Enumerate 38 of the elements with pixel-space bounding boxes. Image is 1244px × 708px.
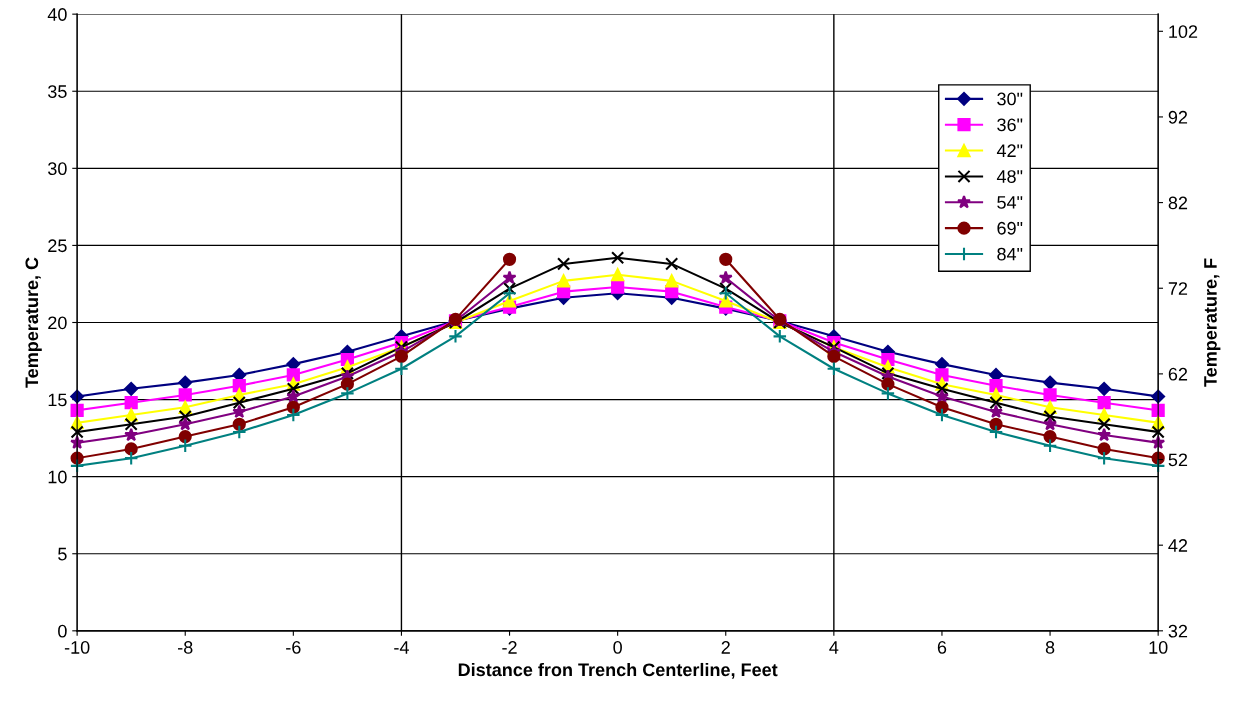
legend-label: 54" [997,196,1023,209]
x-tick-label: -10 [64,641,90,654]
x-tick-label: -4 [394,641,409,654]
y2-tick-label: 32 [1168,624,1188,638]
legend-label: 84" [997,247,1023,261]
legend-label: 69" [997,221,1023,235]
y2-axis-title: Temperature, F [1204,258,1221,387]
y-tick-label: 20 [48,316,67,330]
y2-tick-label: 72 [1168,282,1188,295]
y-tick-label: 15 [48,393,67,407]
x-tick-label: 8 [1045,641,1055,654]
y-axis-title: Temperature, C [25,257,42,388]
legend-label: 36" [997,118,1023,132]
x-tick-label: 0 [613,641,622,654]
x-tick-label: -2 [502,641,517,654]
y2-tick-label: 102 [1169,25,1198,39]
y2-tick-label: 52 [1168,453,1188,467]
y-tick-label: 0 [58,624,67,638]
x-tick-label: -6 [286,641,301,654]
y-tick-label: 35 [48,85,67,98]
y2-tick-label: 82 [1168,196,1188,210]
y-tick-label: 5 [58,547,67,561]
y2-tick-label: 42 [1168,539,1188,552]
legend-label: 30" [997,92,1023,106]
x-axis-title: Distance fron Trench Centerline, Feet [458,662,778,679]
y2-tick-label: 62 [1168,367,1188,381]
x-tick-label: 4 [829,641,839,654]
y-tick-label: 30 [48,162,67,176]
y-tick-label: 40 [47,8,67,21]
x-tick-label: -8 [178,641,193,654]
y2-tick-label: 92 [1168,110,1188,124]
y-tick-label: 25 [48,239,67,253]
legend-label: 48" [996,170,1023,183]
x-tick-label: 2 [721,641,730,654]
x-tick-label: 6 [937,641,947,654]
x-tick-label: 10 [1149,641,1168,654]
legend-label: 42" [996,144,1023,157]
y-tick-label: 10 [48,470,67,484]
